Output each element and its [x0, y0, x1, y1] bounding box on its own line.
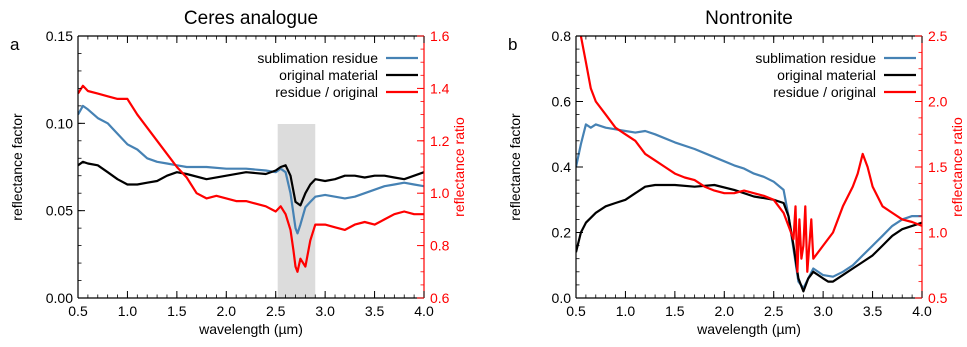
y2-tick-label: 1.0: [430, 185, 450, 201]
legend-label: sublimation residue: [755, 50, 876, 66]
series-line-0: [78, 104, 424, 235]
y2-tick-label: 0.8: [430, 238, 450, 254]
legend-label: residue / original: [773, 84, 876, 100]
y2-tick-label: 1.5: [928, 159, 948, 175]
x-tick-label: 2.0: [715, 303, 735, 319]
y-axis-label: reflectance factor: [507, 113, 523, 221]
x-tick-label: 3.5: [365, 303, 385, 319]
y-tick-label: 0.10: [46, 115, 73, 131]
x-tick-label: 3.0: [813, 303, 833, 319]
legend-label: original material: [279, 67, 378, 83]
x-tick-label: 4.0: [414, 303, 434, 319]
x-tick-label: 1.0: [616, 303, 636, 319]
chart-title: Ceres analogue: [184, 8, 318, 29]
y2-axis-label: reflectance ratio: [949, 117, 965, 217]
y-tick-label: 0.2: [552, 225, 572, 241]
chart-title: Nontronite: [705, 8, 793, 29]
x-tick-label: 0.5: [566, 303, 586, 319]
x-axis-label: wavelength (µm): [198, 321, 303, 337]
y-tick-label: 0.00: [46, 290, 73, 306]
y-tick-label: 0.8: [552, 28, 572, 44]
x-tick-label: 3.5: [863, 303, 883, 319]
y-tick-label: 0.0: [552, 290, 572, 306]
x-tick-label: 2.0: [217, 303, 237, 319]
y2-tick-label: 1.2: [430, 133, 450, 149]
y2-tick-label: 2.5: [928, 28, 948, 44]
y2-tick-label: 0.6: [430, 290, 450, 306]
legend-label: residue / original: [275, 84, 378, 100]
x-tick-label: 0.5: [68, 303, 88, 319]
y2-tick-label: 2.0: [928, 94, 948, 110]
x-tick-label: 4.0: [912, 303, 932, 319]
panel-letter: b: [508, 35, 517, 54]
y2-tick-label: 1.6: [430, 28, 450, 44]
x-tick-label: 1.5: [167, 303, 187, 319]
y-tick-label: 0.05: [46, 203, 73, 219]
x-tick-label: 1.5: [665, 303, 685, 319]
series-line-1: [576, 183, 922, 293]
x-axis-label: wavelength (µm): [696, 321, 801, 337]
legend-label: sublimation residue: [257, 50, 378, 66]
y-tick-label: 0.15: [46, 28, 73, 44]
y-tick-label: 0.4: [552, 159, 572, 175]
panel-letter: a: [10, 35, 20, 54]
x-tick-label: 2.5: [266, 303, 286, 319]
legend-label: original material: [777, 67, 876, 83]
x-tick-label: 3.0: [315, 303, 335, 319]
y2-tick-label: 1.4: [430, 80, 450, 96]
y2-tick-label: 1.0: [928, 225, 948, 241]
x-tick-label: 2.5: [764, 303, 784, 319]
series-line-2: [579, 36, 922, 273]
y2-axis-label: reflectance ratio: [451, 117, 467, 217]
y2-tick-label: 0.5: [928, 290, 948, 306]
series-line-0: [576, 123, 922, 290]
x-tick-label: 1.0: [118, 303, 138, 319]
y-tick-label: 0.6: [552, 94, 572, 110]
series-line-2: [78, 84, 424, 273]
y-axis-label: reflectance factor: [9, 113, 25, 221]
series-line-1: [78, 160, 424, 207]
